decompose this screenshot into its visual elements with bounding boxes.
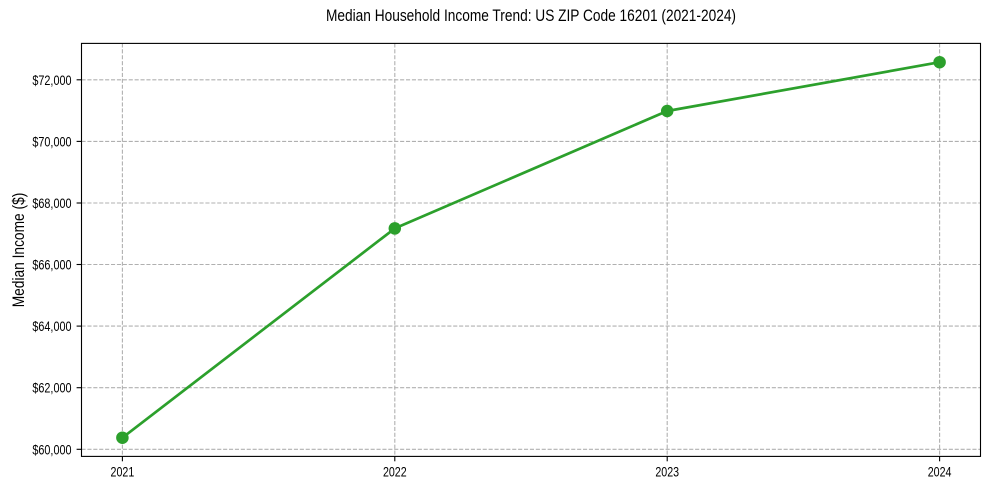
svg-text:Median Income ($): Median Income ($): [9, 193, 28, 308]
svg-text:$68,000: $68,000: [32, 195, 71, 211]
svg-text:2022: 2022: [383, 463, 407, 479]
svg-text:$62,000: $62,000: [32, 380, 71, 396]
svg-text:Median Household Income Trend:: Median Household Income Trend: US ZIP Co…: [326, 6, 736, 25]
svg-text:$60,000: $60,000: [32, 441, 71, 457]
svg-text:2024: 2024: [928, 463, 952, 479]
svg-text:$66,000: $66,000: [32, 257, 71, 273]
svg-text:$72,000: $72,000: [32, 72, 71, 88]
svg-text:$64,000: $64,000: [32, 318, 71, 334]
svg-text:2023: 2023: [655, 463, 679, 479]
svg-text:2021: 2021: [111, 463, 135, 479]
svg-text:$70,000: $70,000: [32, 133, 71, 149]
